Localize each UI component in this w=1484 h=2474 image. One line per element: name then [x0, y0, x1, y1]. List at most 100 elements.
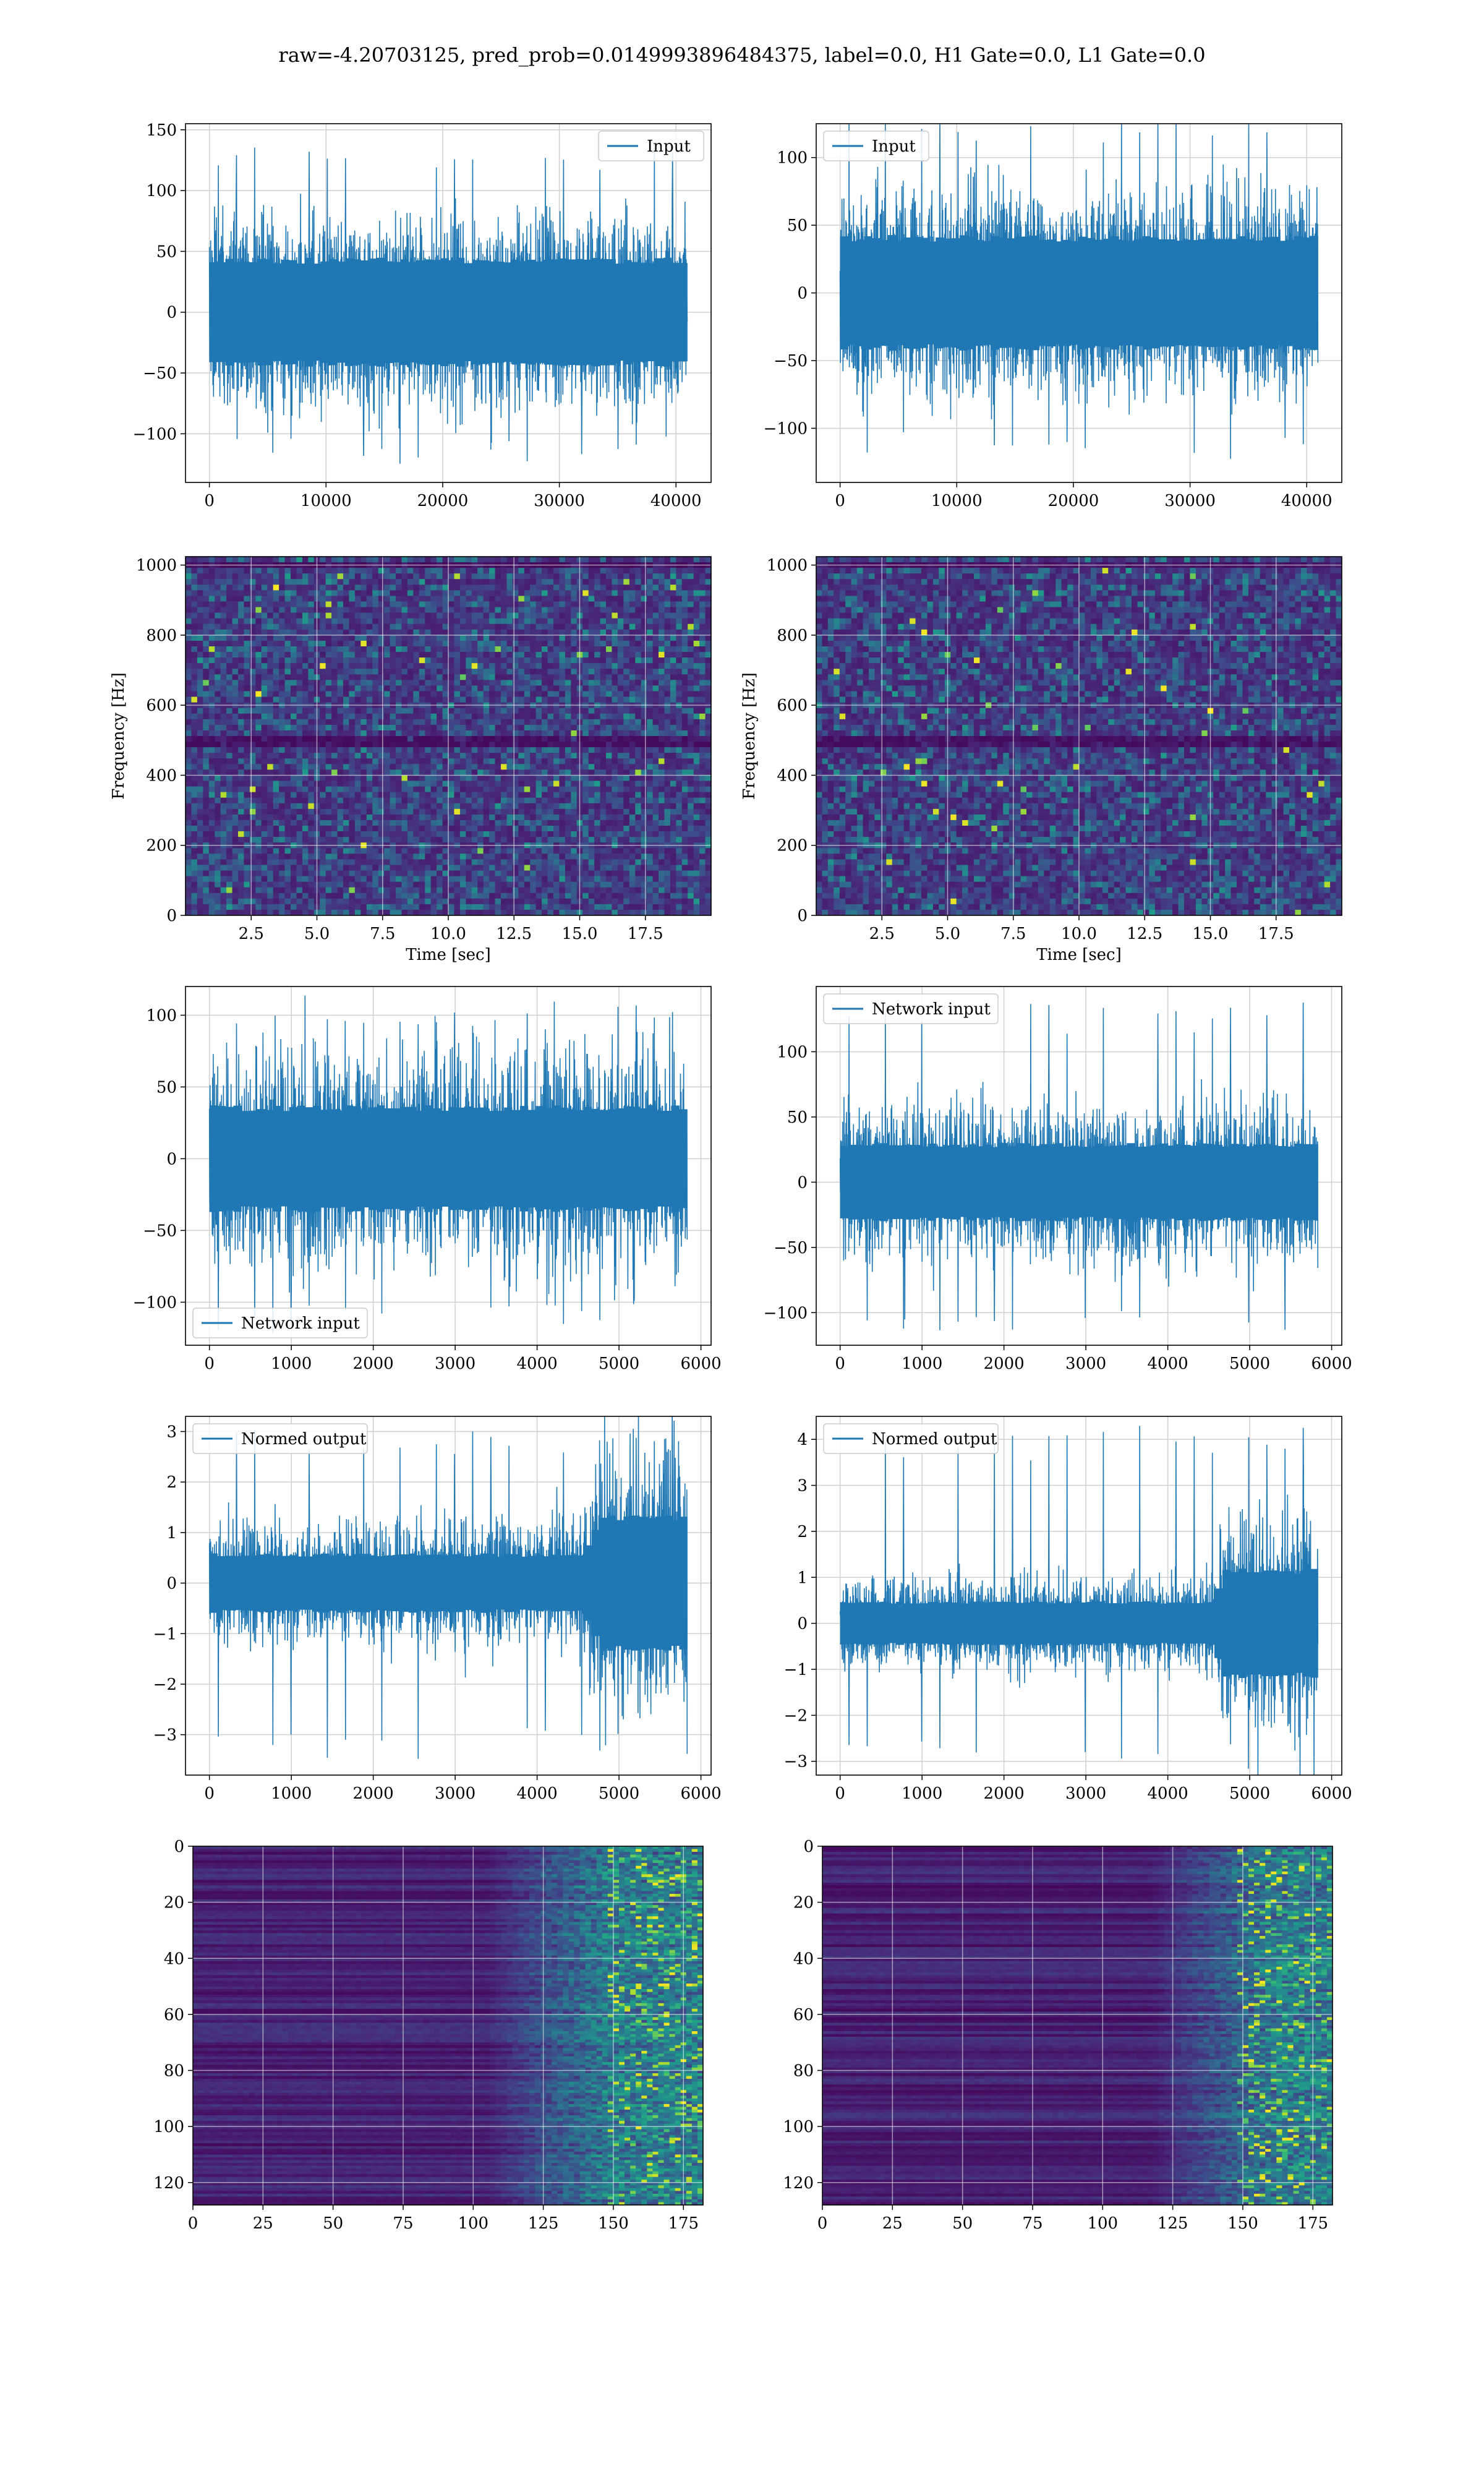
spectrogram-cell — [425, 764, 432, 770]
spectrogram-cell — [512, 680, 519, 687]
spectrogram-cell — [664, 758, 671, 764]
spectrogram-cell — [617, 786, 624, 793]
spectrogram-cell — [600, 797, 607, 804]
spectrogram-cell — [501, 747, 508, 753]
spectrogram-cell — [215, 792, 221, 798]
spectrogram-cell — [506, 742, 513, 748]
spectrogram-cell — [524, 652, 531, 658]
spectrogram-cell — [261, 803, 268, 810]
spectrogram-cell — [331, 623, 338, 630]
spectrogram-cell — [396, 646, 403, 653]
spectrogram-cell — [186, 623, 192, 630]
spectrogram-cell — [366, 601, 373, 608]
spectrogram-cell — [331, 640, 338, 647]
spectrogram-cell — [483, 579, 490, 585]
spectrogram-cell — [186, 797, 192, 804]
spectrogram-cell — [425, 803, 432, 810]
spectrogram-cell — [659, 568, 665, 574]
spectrogram-cell — [705, 607, 711, 614]
spectrogram-cell — [471, 623, 478, 630]
spectrogram-cell — [623, 618, 630, 625]
spectrogram-cell — [425, 691, 432, 698]
spectrogram-cell — [518, 691, 525, 698]
spectrogram-cell — [506, 814, 513, 821]
spectrogram-cell — [659, 629, 665, 636]
spectrogram-cell — [448, 764, 455, 770]
spectrogram-cell — [594, 708, 601, 714]
spectrogram-cell — [378, 669, 385, 675]
spectrogram-cell — [606, 623, 613, 630]
spectrogram-cell — [302, 557, 309, 563]
spectrogram-cell — [565, 736, 571, 742]
spectrogram-cell — [360, 657, 367, 664]
spectrogram-cell — [437, 557, 443, 563]
spectrogram-cell — [291, 657, 297, 664]
spectrogram-cell — [284, 786, 291, 793]
spectrogram-cell — [483, 568, 490, 574]
spectrogram-cell — [512, 590, 519, 597]
spectrogram-cell — [594, 612, 601, 619]
spectrogram-cell — [559, 623, 566, 630]
spectrogram-cell — [606, 758, 613, 764]
spectrogram-cell — [582, 663, 589, 669]
spectrogram-cell — [635, 837, 642, 843]
spectrogram-cell — [372, 629, 379, 636]
spectrogram-cell — [459, 674, 466, 680]
series-core-segment — [1150, 237, 1159, 349]
spectrogram-cell — [220, 826, 227, 832]
spectrogram-cell — [454, 669, 461, 675]
spectrogram-cell — [448, 568, 455, 574]
spectrogram-cell — [495, 803, 501, 810]
spectrogram-cell — [302, 646, 309, 653]
spectrogram-cell — [518, 792, 525, 798]
spectrogram-cell — [320, 596, 326, 602]
spectrogram-cell — [688, 657, 694, 664]
spectrogram-cell — [273, 713, 279, 720]
spectrogram-cell — [565, 584, 571, 591]
spectrogram-cell — [186, 854, 192, 860]
spectrogram-cell — [220, 646, 227, 653]
spectrogram-cell — [419, 820, 425, 826]
spectrogram-cell — [705, 618, 711, 625]
spectrogram-cell — [535, 753, 542, 759]
spectrogram-cell — [255, 797, 262, 804]
spectrogram-cell — [588, 685, 595, 692]
spectrogram-cell — [506, 601, 513, 608]
x-tick-label: 10000 — [931, 492, 983, 510]
spectrogram-cell — [571, 646, 578, 653]
spectrogram-cell — [249, 618, 256, 625]
spectrogram-cell — [623, 601, 630, 608]
spectrogram-cell — [291, 742, 297, 748]
spectrogram-cell — [349, 635, 356, 641]
spectrogram-cell — [203, 618, 210, 625]
spectrogram-cell — [524, 612, 531, 619]
spectrogram-cell — [506, 696, 513, 703]
spectrogram-cell — [407, 691, 414, 698]
spectrogram-cell — [623, 691, 630, 698]
spectrogram-cell — [378, 685, 385, 692]
spectrogram-cell — [547, 579, 554, 585]
spectrogram-cell — [571, 831, 578, 837]
spectrogram-cell — [366, 820, 373, 826]
spectrogram-cell — [238, 663, 245, 669]
spectrogram-cell — [191, 854, 198, 860]
spectrogram-cell — [390, 691, 396, 698]
spectrogram-cell — [430, 708, 437, 714]
spectrogram-cell — [629, 573, 636, 580]
spectrogram-cell — [471, 557, 478, 563]
spectrogram-cell — [448, 730, 455, 737]
spectrogram-cell — [325, 573, 332, 580]
spectrogram-cell — [220, 781, 227, 787]
spectrogram-cell — [501, 579, 508, 585]
spectrogram-cell — [571, 696, 578, 703]
spectrogram-cell — [582, 669, 589, 675]
spectrogram-cell — [471, 848, 478, 854]
spectrogram-cell — [489, 601, 496, 608]
spectrogram-cell — [220, 685, 227, 692]
spectrogram-cell — [349, 573, 356, 580]
spectrogram-cell — [308, 814, 315, 821]
spectrogram-cell — [291, 568, 297, 574]
spectrogram-cell — [384, 669, 391, 675]
spectrogram-cell — [191, 808, 198, 815]
spectrogram-cell — [238, 669, 245, 675]
